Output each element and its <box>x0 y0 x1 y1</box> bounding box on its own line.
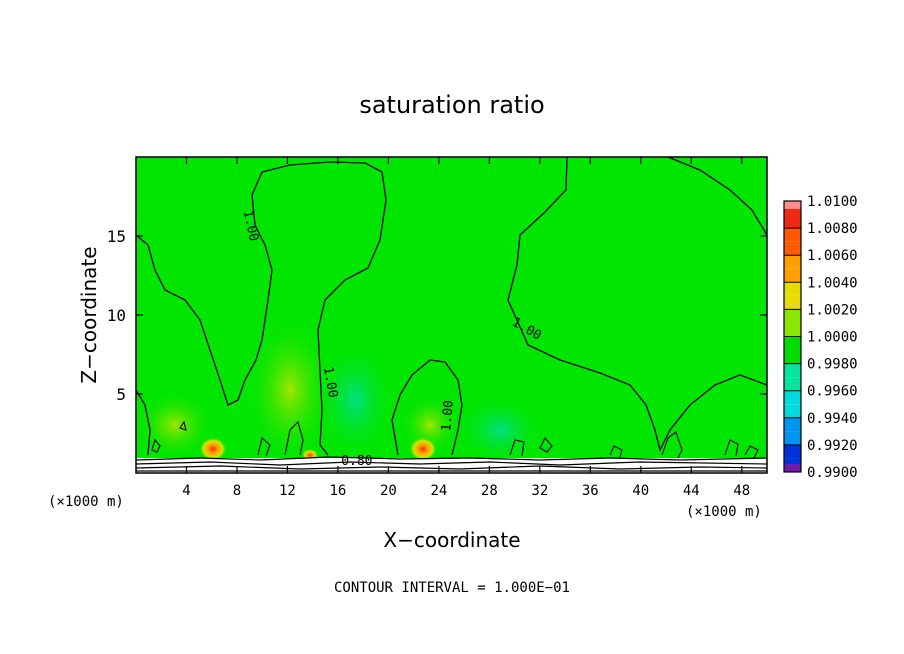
warm-region <box>136 390 215 460</box>
colorbar-label: 0.9900 <box>807 465 858 481</box>
colorbar-segment <box>784 464 801 472</box>
contour-interval-note: CONTOUR INTERVAL = 1.000E−01 <box>334 580 570 596</box>
colorbar-segment <box>784 390 801 405</box>
y-axis-label: Z−coordinate <box>77 246 101 383</box>
contour-label: 1.00 <box>320 366 340 399</box>
chart-title: saturation ratio <box>359 91 544 119</box>
x-unit-right: (×1000 m) <box>686 504 762 520</box>
x-tick-label: 32 <box>531 483 548 499</box>
contour-blob <box>509 439 525 457</box>
colorbar-segment <box>784 336 801 351</box>
contour-label: 1.00 <box>439 400 457 433</box>
contour-labels: 1.001.001.001.000.80 <box>240 209 544 469</box>
colorbar-segment <box>784 309 801 323</box>
x-tick-label: 48 <box>733 483 750 499</box>
colorbar-segment <box>784 209 801 229</box>
x-tick-label: 20 <box>380 483 397 499</box>
colorbar-segment <box>784 350 801 364</box>
x-tick-label: 4 <box>182 483 190 499</box>
colorbar-segment <box>784 201 801 209</box>
contour-blob <box>179 420 187 431</box>
colorbar-label: 1.0100 <box>807 194 858 210</box>
x-axis-label: X−coordinate <box>383 528 520 552</box>
x-tick-label: 8 <box>233 483 241 499</box>
y-tick-label: 10 <box>107 306 126 325</box>
contour-blob <box>744 445 759 459</box>
contour-line <box>136 389 151 456</box>
colorbar-segment <box>784 241 801 256</box>
surface-contour <box>136 465 767 470</box>
colorbar-segment <box>784 268 801 283</box>
contour-label: 0.80 <box>341 454 372 469</box>
x-unit-left: (×1000 m) <box>48 494 124 510</box>
x-tick-label: 16 <box>329 483 346 499</box>
colorbar-segment <box>784 322 801 337</box>
x-tick-label: 12 <box>279 483 296 499</box>
colorbar-label: 0.9980 <box>807 357 858 373</box>
colorbar-segment <box>784 417 801 432</box>
x-tick-label: 24 <box>430 483 447 499</box>
colorbar-label: 0.9940 <box>807 411 858 427</box>
contour-blob <box>609 445 623 458</box>
contour-blob <box>257 436 271 457</box>
contour-line <box>507 157 767 452</box>
x-tick-label: 28 <box>481 483 498 499</box>
contour-blob <box>151 438 161 453</box>
colorbar-segment <box>784 431 801 445</box>
cool-region <box>315 340 395 460</box>
x-tick-label: 40 <box>632 483 649 499</box>
contour-line <box>391 359 463 456</box>
colorbar-label: 1.0080 <box>807 221 858 237</box>
x-tick-label: 44 <box>683 483 700 499</box>
cool-region <box>455 395 545 465</box>
warm-region <box>245 315 335 465</box>
hot-spot <box>199 437 227 461</box>
colorbar-label: 1.0040 <box>807 275 858 291</box>
y-tick-label: 15 <box>107 227 126 246</box>
contour-line <box>667 157 767 236</box>
colorbar-segment <box>784 228 801 242</box>
field-shading <box>136 157 767 473</box>
colorbar-segment <box>784 363 801 378</box>
hot-spot <box>409 437 437 461</box>
colorbar-segment <box>784 444 801 459</box>
y-axis-ticks: 5 10 15 <box>107 227 767 404</box>
colorbar-label: 1.0020 <box>807 302 858 318</box>
contour-blob <box>539 437 553 453</box>
colorbar-segment <box>784 377 801 391</box>
colorbar-frame <box>783 200 802 473</box>
y-tick-label: 5 <box>116 385 126 404</box>
colorbar-segment <box>784 282 801 296</box>
contour-label: 1.00 <box>240 209 261 243</box>
colorbar-segment <box>784 404 801 418</box>
colorbar-label: 0.9920 <box>807 438 858 454</box>
surface-contour <box>136 456 767 461</box>
contour-blob <box>724 439 739 457</box>
surface-contour <box>136 461 767 466</box>
colorbar-label: 1.0000 <box>807 330 858 346</box>
contour-blob <box>284 420 304 456</box>
x-axis-ticks: 4 8 12 16 20 24 28 32 36 40 44 48 <box>182 157 750 499</box>
colorbar-segment <box>784 255 801 269</box>
colorbar-segment <box>784 295 801 310</box>
colorbar: 1.0100 1.0080 1.0060 1.0040 1.0020 1.0000 0.99… <box>783 194 858 481</box>
x-tick-label: 36 <box>582 483 599 499</box>
contour-blob <box>661 431 683 459</box>
colorbar-label: 0.9960 <box>807 384 858 400</box>
plot-area: 1.001.001.001.000.80 <box>135 156 768 474</box>
contour-line <box>136 161 387 456</box>
colorbar-label: 1.0060 <box>807 248 858 264</box>
